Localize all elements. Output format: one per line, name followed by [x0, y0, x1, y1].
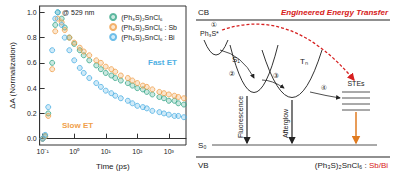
svg-text:①: ① — [211, 21, 217, 29]
svg-text:Time (ps): Time (ps) — [96, 162, 130, 171]
svg-text:10²: 10² — [132, 148, 143, 155]
svg-text:④: ④ — [321, 84, 327, 92]
svg-text:S₁: S₁ — [232, 55, 240, 64]
svg-text:Ph₃S*: Ph₃S* — [200, 30, 219, 37]
svg-text:③: ③ — [273, 72, 279, 80]
svg-text:Slow ET: Slow ET — [62, 121, 93, 130]
svg-text:0.0: 0.0 — [27, 135, 37, 142]
svg-text:0.2: 0.2 — [27, 110, 37, 117]
svg-text:10³: 10³ — [164, 148, 175, 155]
svg-text:Afterglow: Afterglow — [282, 108, 290, 138]
svg-text:0.8: 0.8 — [27, 34, 37, 41]
svg-text:0.4: 0.4 — [27, 85, 37, 92]
svg-text:STEs: STEs — [347, 80, 365, 87]
svg-text:CB: CB — [198, 8, 209, 17]
svg-text:Engineered Energy Transfer: Engineered Energy Transfer — [281, 8, 389, 17]
svg-text:Tₙ: Tₙ — [300, 57, 308, 66]
svg-text:0.6: 0.6 — [27, 59, 37, 66]
svg-text:ΔA (Normalization): ΔA (Normalization) — [8, 42, 17, 109]
svg-text:10⁰: 10⁰ — [69, 148, 80, 155]
svg-text:@ 529 nm: @ 529 nm — [62, 9, 95, 16]
svg-text:1.0: 1.0 — [27, 9, 37, 16]
svg-text:②: ② — [229, 70, 235, 78]
svg-text:S₀: S₀ — [198, 141, 207, 150]
svg-text:Fast ET: Fast ET — [148, 58, 177, 67]
svg-text:10⁻¹: 10⁻¹ — [37, 148, 50, 155]
svg-text:Fluorescence: Fluorescence — [237, 96, 244, 138]
svg-text:10¹: 10¹ — [101, 148, 112, 155]
svg-text:(Ph₃S)₂SnCl₆ : Sb: (Ph₃S)₂SnCl₆ : Sb — [121, 24, 177, 32]
svg-text:VB: VB — [198, 161, 209, 170]
svg-text:(Ph₃S)₂SnCl₆ : Bi: (Ph₃S)₂SnCl₆ : Bi — [121, 34, 175, 42]
svg-text:(Ph₃S)₂SnCl₆: (Ph₃S)₂SnCl₆ — [121, 14, 163, 22]
svg-text:(Ph₃S)₂SnCl₆ : Sb/Bi: (Ph₃S)₂SnCl₆ : Sb/Bi — [315, 161, 388, 170]
